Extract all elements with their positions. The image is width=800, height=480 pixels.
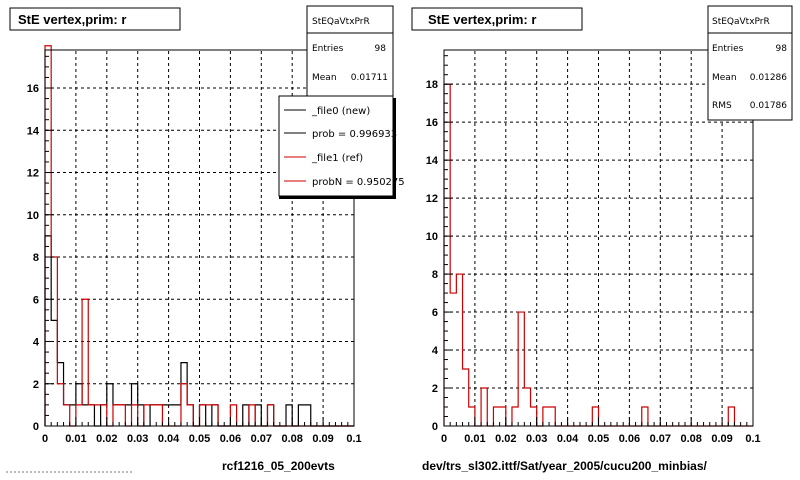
left-grid [45,50,354,426]
right-stats-value-2: 0.01786 [750,101,787,111]
right-ytick-label: 14 [426,155,439,167]
left-ytick-label: 8 [33,252,39,264]
right-stats-value-1: 0.01286 [750,73,787,83]
left-xtick-label: 0.02 [96,433,117,445]
legend-entry-3: probN = 0.950275 [312,177,405,188]
right-stats-value-0: 98 [776,44,788,54]
right-xtick-label: 0 [441,433,447,445]
legend-shadow [393,98,396,198]
left-xtick-label: 0.03 [127,433,148,445]
left-ytick-label: 6 [33,294,39,306]
right-xtick-label: 0.03 [526,433,547,445]
left-xtick-label: 0.1 [346,433,361,445]
right-stats-label-2: RMS [712,101,732,111]
right-pad: 0 0.01 0.02 0.03 0.04 0.05 0.06 0.07 0.08 0.09 0.1… [411,5,793,473]
right-ytick-label: 0 [432,421,438,433]
left-xtick-label: 0.05 [189,433,210,445]
right-ytick-label: 12 [426,193,438,205]
left-ytick-label: 4 [33,337,40,349]
left-ytick-label: 10 [27,210,39,222]
left-xtick-label: 0 [42,433,48,445]
left-xtick-label: 0.09 [312,433,333,445]
left-stats-value-0: 98 [375,44,387,54]
right-xtick-label: 0.02 [495,433,516,445]
legend-box [278,95,394,197]
legend-entry-2: _file1 (ref) [311,153,363,164]
left-frame [44,49,355,427]
left-ytick-label: 0 [33,421,39,433]
left-stats-label-0: Entries [312,44,344,54]
right-ytick-label: 6 [432,307,438,319]
legend-shadow-bottom [279,196,396,199]
right-xtick-label: 0.01 [464,433,485,445]
left-stats-box [306,5,394,99]
right-ytick-label: 10 [426,231,438,243]
left-stats-name: StEQaVtxPrR [312,17,370,27]
right-xtick-label: 0.04 [557,433,579,445]
right-ytick-label: 18 [426,79,438,91]
left-xtick-label: 0.07 [251,433,272,445]
left-ytick-label: 14 [27,125,40,137]
right-xtick-label: 0.06 [619,433,640,445]
left-xtick-label: 0.04 [158,433,180,445]
left-title-box [9,7,181,31]
right-ytick-label: 4 [432,345,439,357]
right-ytick-label: 2 [432,383,438,395]
right-stats-label-0: Entries [712,44,744,54]
left-ytick-label: 12 [27,168,39,180]
right-ytick-label: 16 [426,117,438,129]
left-stats-value-1: 0.01711 [351,73,388,83]
right-stats-box [707,5,793,121]
legend-entry-0: _file0 (new) [311,106,370,117]
right-xtick-label: 0.07 [650,433,671,445]
left-axes: 0 0.01 0.02 0.03 0.04 0.05 0.06 0.07 0.08 0.09 0.1… [27,49,362,445]
legend-entry-1: prob = 0.996933 [312,129,397,140]
right-stats-name: StEQaVtxPrR [712,17,770,27]
left-ytick-label: 16 [27,83,39,95]
left-bottom-label: rcf1216_05_200evts [222,459,335,473]
right-axes: 0 0.01 0.02 0.03 0.04 0.05 0.06 0.07 0.08 0.09 0.1… [426,49,761,445]
left-title: StE vertex,prim: r [18,12,126,27]
left-legend: _file0 (new) prob = 0.996933 _file1 (ref… [278,95,405,199]
right-stats-label-1: Mean [712,73,737,83]
right-xtick-label: 0.05 [588,433,609,445]
left-stats-label-1: Mean [312,73,337,83]
left-ytick-label: 2 [33,379,39,391]
left-pad: 0 0.01 0.02 0.03 0.04 0.05 0.06 0.07 0.08 0.09 0.1… [9,5,405,473]
left-xtick-label: 0.06 [220,433,241,445]
right-bottom-label: dev/trs_sl302.ittf/Sat/year_2005/cucu200… [422,459,707,473]
left-xtick-label: 0.01 [65,433,86,445]
right-ytick-label: 8 [432,269,438,281]
right-frame [443,49,754,427]
right-xtick-label: 0.1 [745,433,760,445]
right-title-box [411,7,583,31]
right-xtick-label: 0.08 [680,433,701,445]
left-xtick-label: 0.08 [281,433,302,445]
left-histogram-new [44,235,354,427]
right-title: StE vertex,prim: r [428,12,536,27]
right-xtick-label: 0.09 [711,433,732,445]
right-grid [444,50,753,426]
